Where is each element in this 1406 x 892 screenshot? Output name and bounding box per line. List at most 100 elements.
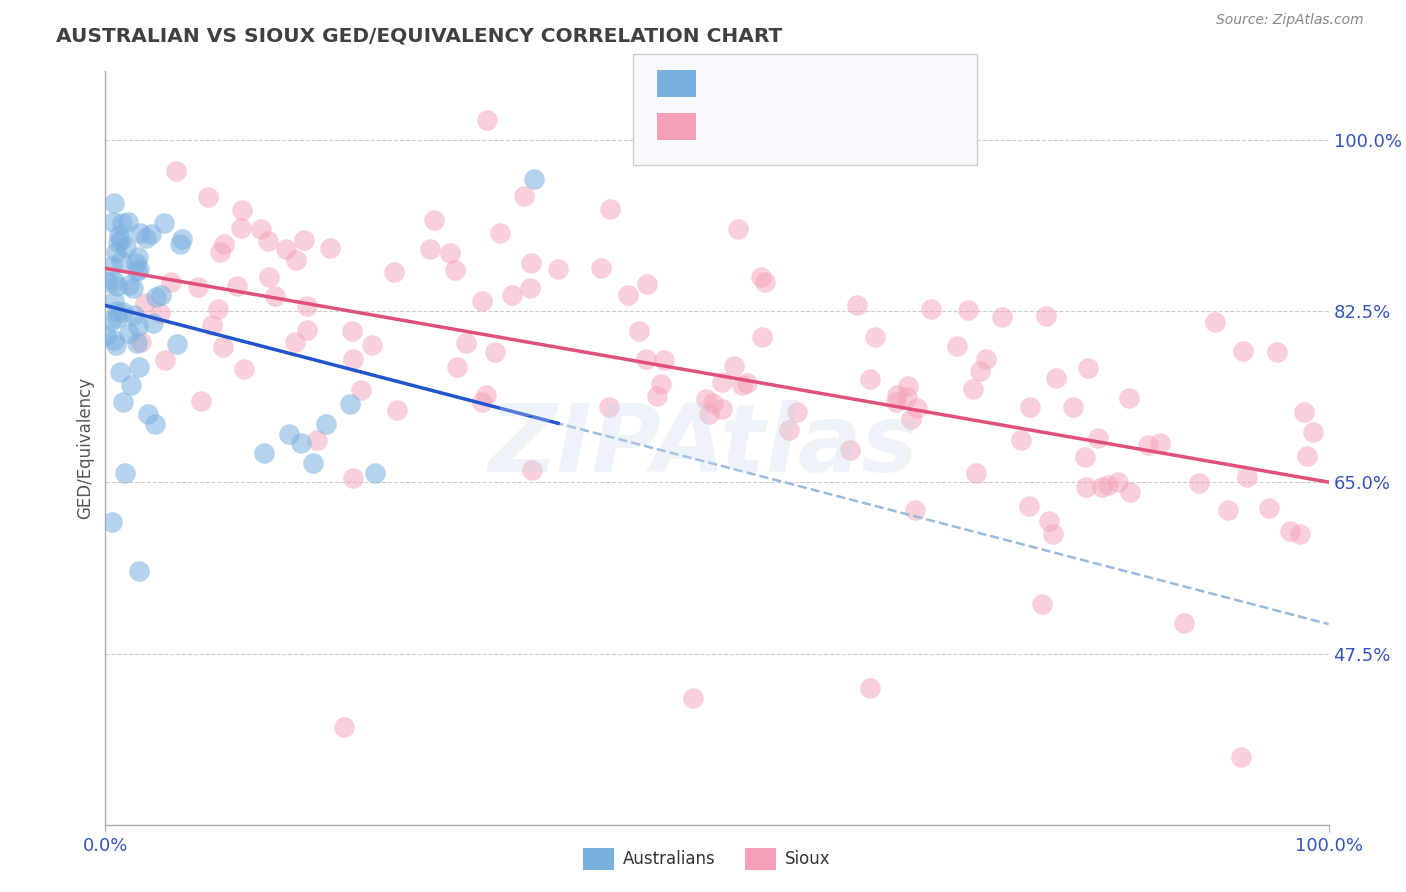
Point [136,407,159,421]
Point [1302,425,1324,439]
Point [134,296,156,310]
Point [965,466,987,480]
Point [307,434,329,448]
Point [1296,449,1319,463]
Point [1137,438,1160,452]
Point [627,324,650,338]
Point [699,407,721,421]
Point [103,333,125,347]
Point [446,360,468,375]
Point [104,337,127,351]
Point [859,681,882,695]
Point [110,365,132,379]
Point [520,462,543,476]
Point [349,383,371,397]
Point [1204,315,1226,329]
Point [256,235,278,249]
Point [616,288,638,302]
Point [711,402,734,417]
Point [382,265,405,279]
Point [484,345,506,359]
Point [112,305,135,319]
Point [128,262,150,277]
Point [104,244,127,259]
Point [1289,527,1312,541]
Point [212,340,235,354]
Point [1216,502,1239,516]
Point [419,242,441,256]
Point [302,456,325,470]
Point [149,306,172,320]
Point [1232,344,1254,359]
Point [153,353,176,368]
Point [838,442,860,457]
Point [190,393,212,408]
Point [547,262,569,277]
Point [115,239,138,253]
Point [904,502,927,516]
Text: Sioux: Sioux [785,850,830,868]
Point [342,471,364,485]
Point [103,293,125,308]
Point [1062,400,1084,414]
Point [1097,478,1119,492]
Text: R =: R = [710,119,749,136]
Text: Source: ZipAtlas.com: Source: ZipAtlas.com [1216,13,1364,28]
Point [471,395,494,409]
Point [209,245,232,260]
Point [522,172,544,186]
Text: N =: N = [830,119,869,136]
Point [778,423,800,437]
Point [896,390,918,404]
Point [125,336,148,351]
Point [1230,749,1253,764]
Point [519,256,541,270]
Point [159,275,181,289]
Point [197,190,219,204]
Point [111,216,134,230]
Point [439,246,461,260]
Point [117,215,139,229]
Point [723,359,745,373]
Point [749,269,772,284]
Point [105,310,128,325]
Point [1278,524,1301,538]
Point [127,250,149,264]
Text: 59: 59 [876,76,901,94]
Point [264,288,287,302]
Point [387,403,409,417]
Point [859,372,882,386]
Point [946,339,969,353]
Point [991,310,1014,325]
Text: -0.629: -0.629 [756,119,821,136]
Point [129,334,152,349]
Point [900,412,922,426]
Point [423,213,446,227]
Point [143,417,166,431]
Point [107,235,129,250]
Point [865,330,887,344]
Point [1018,499,1040,513]
Point [105,304,128,318]
Point [634,352,657,367]
Point [249,221,271,235]
Point [969,364,991,378]
Point [1038,514,1060,528]
Point [94,328,117,343]
Point [315,417,337,431]
Point [1045,370,1067,384]
Point [125,256,148,270]
Point [731,378,754,392]
Point [111,394,134,409]
Point [652,353,675,368]
Point [295,299,318,313]
Point [128,564,150,578]
Point [110,254,132,268]
Point [711,375,734,389]
Point [1119,484,1142,499]
Point [118,278,141,293]
Point [120,378,142,392]
Point [169,236,191,251]
Point [444,263,467,277]
Point [786,404,808,418]
